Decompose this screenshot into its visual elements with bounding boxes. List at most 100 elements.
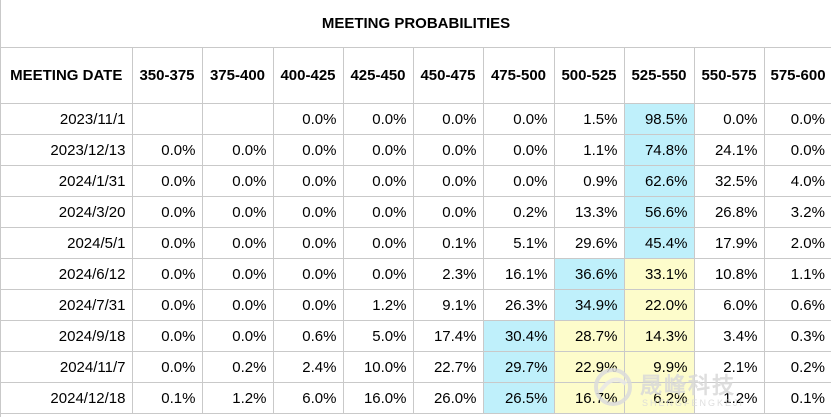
probability-cell — [131, 103, 203, 135]
probability-cell: 1.2% — [693, 382, 765, 414]
probability-cell: 0.0% — [272, 103, 344, 135]
column-header-range: 575-600 — [763, 48, 831, 104]
meeting-date-cell: 2024/7/31 — [1, 289, 133, 321]
probability-cell: 16.7% — [553, 382, 625, 414]
probability-cell: 13.3% — [553, 196, 625, 228]
table-body: 2023/11/1 0.0% 0.0% 0.0% 0.0% 1.5% 98.5% 0.0% 0.… — [1, 103, 831, 414]
probability-cell: 6.0% — [693, 289, 765, 321]
probability-cell: 0.0% — [342, 165, 414, 197]
column-header-range: 400-425 — [272, 48, 344, 104]
probability-cell: 36.6% — [553, 258, 625, 290]
probability-cell: 22.7% — [412, 351, 484, 383]
probability-cell: 3.2% — [763, 196, 831, 228]
probability-cell: 0.0% — [201, 165, 274, 197]
probability-cell: 14.3% — [623, 320, 695, 352]
probability-cell: 0.0% — [412, 165, 484, 197]
probability-cell: 26.8% — [693, 196, 765, 228]
probability-cell: 0.0% — [342, 258, 414, 290]
table-row: 2024/5/1 0.0% 0.0% 0.0% 0.0% 0.1% 5.1% 29.6% 45.… — [1, 227, 831, 259]
table-row: 2024/9/18 0.0% 0.0% 0.6% 5.0% 17.4% 30.4% 28.7%… — [1, 320, 831, 352]
meeting-probabilities-table: MEETING DATE 350-375 375-400 400-425 425-450… — [1, 48, 831, 414]
probability-cell: 30.4% — [482, 320, 555, 352]
meeting-date-cell: 2023/11/1 — [1, 103, 133, 135]
probability-cell: 0.0% — [272, 289, 344, 321]
probability-cell: 26.3% — [482, 289, 555, 321]
probability-cell: 0.1% — [412, 227, 484, 259]
probability-cell: 9.1% — [412, 289, 484, 321]
probability-cell: 0.0% — [201, 134, 274, 166]
probability-cell: 5.0% — [342, 320, 414, 352]
probability-cell: 3.4% — [693, 320, 765, 352]
probability-cell: 28.7% — [553, 320, 625, 352]
probability-cell: 0.9% — [553, 165, 625, 197]
meeting-date-cell: 2024/11/7 — [1, 351, 133, 383]
probability-cell: 0.2% — [482, 196, 555, 228]
probability-cell: 1.1% — [763, 258, 831, 290]
probability-cell: 0.0% — [272, 196, 344, 228]
probability-cell: 0.0% — [482, 103, 555, 135]
probability-cell: 45.4% — [623, 227, 695, 259]
table-row: 2024/6/12 0.0% 0.0% 0.0% 0.0% 2.3% 16.1% 36.6% 3… — [1, 258, 831, 290]
probability-cell: 56.6% — [623, 196, 695, 228]
meeting-date-cell: 2024/9/18 — [1, 320, 133, 352]
probability-cell: 33.1% — [623, 258, 695, 290]
probability-cell: 2.0% — [763, 227, 831, 259]
probability-cell: 34.9% — [553, 289, 625, 321]
probability-cell: 0.0% — [342, 227, 414, 259]
meeting-date-cell: 2023/12/13 — [1, 134, 133, 166]
column-header-range: 375-400 — [201, 48, 274, 104]
probability-cell — [201, 103, 274, 135]
probability-cell: 26.0% — [412, 382, 484, 414]
probability-cell: 2.3% — [412, 258, 484, 290]
column-header-range: 350-375 — [131, 48, 203, 104]
probability-cell: 0.0% — [412, 103, 484, 135]
probability-cell: 0.0% — [412, 134, 484, 166]
table-title: MEETING PROBABILITIES — [1, 0, 831, 48]
meeting-date-cell: 2024/6/12 — [1, 258, 133, 290]
probability-cell: 0.0% — [201, 289, 274, 321]
probability-cell: 0.0% — [763, 134, 831, 166]
probability-cell: 0.1% — [131, 382, 203, 414]
probability-cell: 1.1% — [553, 134, 625, 166]
probability-cell: 32.5% — [693, 165, 765, 197]
column-header-range: 425-450 — [342, 48, 414, 104]
probability-cell: 2.4% — [272, 351, 344, 383]
table-row: 2024/7/31 0.0% 0.0% 0.0% 1.2% 9.1% 26.3% 34.9% 2… — [1, 289, 831, 321]
table-row: 2024/11/7 0.0% 0.2% 2.4% 10.0% 22.7% 29.7% 22.9… — [1, 351, 831, 383]
probability-cell: 0.0% — [131, 134, 203, 166]
probability-cell: 16.1% — [482, 258, 555, 290]
probability-cell: 29.6% — [553, 227, 625, 259]
probability-cell: 2.1% — [693, 351, 765, 383]
probability-cell: 26.5% — [482, 382, 555, 414]
probability-cell: 0.1% — [763, 382, 831, 414]
probability-cell: 0.0% — [131, 289, 203, 321]
probability-cell: 17.9% — [693, 227, 765, 259]
probability-cell: 0.0% — [272, 258, 344, 290]
probability-cell: 10.0% — [342, 351, 414, 383]
probability-cell: 0.0% — [272, 134, 344, 166]
probability-cell: 0.0% — [131, 196, 203, 228]
meeting-date-cell: 2024/5/1 — [1, 227, 133, 259]
table-row: 2024/1/31 0.0% 0.0% 0.0% 0.0% 0.0% 0.0% 0.9% 62.… — [1, 165, 831, 197]
probability-cell: 0.0% — [482, 134, 555, 166]
meeting-date-cell: 2024/3/20 — [1, 196, 133, 228]
probability-cell: 1.2% — [342, 289, 414, 321]
column-header-range: 525-550 — [623, 48, 695, 104]
probability-cell: 0.0% — [342, 196, 414, 228]
probability-cell: 9.9% — [623, 351, 695, 383]
probability-cell: 4.0% — [763, 165, 831, 197]
probability-cell: 6.0% — [272, 382, 344, 414]
probability-cell: 24.1% — [693, 134, 765, 166]
table-row: 2024/3/20 0.0% 0.0% 0.0% 0.0% 0.0% 0.2% 13.3% 56… — [1, 196, 831, 228]
meeting-date-cell: 2024/12/18 — [1, 382, 133, 414]
probability-cell: 0.0% — [131, 165, 203, 197]
column-header-range: 550-575 — [693, 48, 765, 104]
probability-cell: 0.0% — [131, 351, 203, 383]
probability-cell: 1.2% — [201, 382, 274, 414]
probability-cell: 29.7% — [482, 351, 555, 383]
probability-cell: 62.6% — [623, 165, 695, 197]
probability-cell: 6.2% — [623, 382, 695, 414]
probability-cell: 0.0% — [763, 103, 831, 135]
table-row: 2023/12/13 0.0% 0.0% 0.0% 0.0% 0.0% 0.0% 1.1% 74… — [1, 134, 831, 166]
